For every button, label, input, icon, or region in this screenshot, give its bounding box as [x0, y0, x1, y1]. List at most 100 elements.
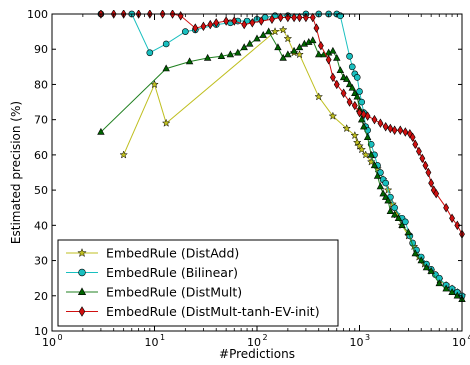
y-tick-label: 10: [34, 325, 48, 338]
data-point: [398, 221, 406, 229]
data-point: [346, 52, 353, 60]
data-point: [390, 210, 399, 218]
data-point: [314, 92, 324, 101]
data-point: [162, 64, 170, 72]
data-point: [207, 19, 214, 30]
data-point: [448, 288, 456, 295]
data-point: [253, 34, 261, 42]
data-point: [342, 75, 351, 82]
data-point: [352, 137, 362, 147]
data-point: [291, 12, 297, 23]
data-point: [309, 36, 317, 44]
data-point: [240, 43, 248, 51]
data-point: [345, 80, 354, 88]
y-tick-label: 50: [34, 184, 48, 197]
x-tick-label: 10: [452, 336, 466, 349]
data-point: [355, 141, 364, 150]
data-point: [203, 53, 212, 61]
data-point: [346, 97, 353, 107]
data-point: [397, 125, 404, 135]
y-tick-label: 70: [34, 114, 48, 127]
data-point: [366, 157, 376, 166]
legend-item: EmbedRule (DistMult-tanh-EV-init): [66, 304, 320, 319]
data-point: [382, 179, 390, 187]
data-point: [274, 43, 282, 51]
data-point: [296, 12, 303, 23]
data-point: [182, 28, 189, 35]
x-tick-exponent: 0: [57, 333, 62, 342]
legend-item: EmbedRule (DistMult): [66, 285, 242, 300]
data-point: [200, 21, 207, 32]
x-tick-exponent: 3: [365, 333, 370, 342]
data-point: [313, 23, 320, 33]
legend-marker: [77, 287, 87, 296]
data-point: [329, 46, 337, 54]
data-point: [258, 16, 265, 26]
data-point: [259, 30, 267, 38]
data-point: [382, 121, 389, 132]
data-point: [333, 79, 340, 90]
data-point: [328, 111, 338, 120]
x-tick-exponent: 1: [160, 333, 165, 342]
data-point: [177, 11, 184, 21]
data-point: [422, 160, 429, 171]
data-point: [279, 53, 287, 61]
data-point: [386, 207, 395, 214]
data-point: [217, 52, 226, 59]
data-point: [348, 63, 356, 71]
x-axis-title: #Predictions: [219, 347, 295, 361]
data-point: [357, 145, 367, 154]
x-tick-label: 10: [350, 336, 364, 349]
data-point: [449, 213, 455, 224]
data-point: [342, 123, 352, 133]
y-axis-title: Estimated precision (%): [9, 101, 23, 244]
data-point: [384, 196, 392, 204]
data-point: [356, 107, 363, 118]
data-point: [412, 139, 419, 150]
data-point: [453, 291, 462, 299]
data-point: [162, 40, 170, 48]
data-point: [364, 111, 371, 121]
x-tick-label: 10: [145, 336, 159, 349]
data-point: [416, 146, 422, 157]
x-tick-exponent: 2: [262, 333, 267, 342]
data-point: [348, 83, 356, 91]
data-point: [391, 125, 398, 135]
data-point: [277, 12, 284, 23]
data-point: [427, 266, 435, 274]
data-point: [411, 249, 419, 257]
data-point: [161, 118, 171, 127]
data-point: [376, 182, 385, 190]
y-tick-label: 40: [34, 219, 48, 232]
data-point: [246, 39, 254, 47]
legend-label: EmbedRule (DistMult-tanh-EV-init): [106, 304, 320, 319]
y-tick-label: 90: [34, 43, 48, 56]
data-point: [404, 228, 413, 236]
plot-area: [97, 10, 466, 303]
data-point: [394, 214, 403, 221]
data-point: [350, 130, 360, 140]
data-point: [402, 127, 409, 137]
data-point: [435, 279, 443, 287]
y-tick-label: 60: [34, 149, 48, 162]
data-point: [409, 132, 416, 143]
series-line: [100, 13, 463, 235]
data-point: [370, 161, 379, 169]
data-point: [367, 150, 375, 158]
data-point: [309, 12, 316, 23]
data-point: [284, 12, 291, 23]
x-tick-label: 10: [247, 336, 261, 349]
data-point: [419, 153, 426, 164]
data-point: [234, 48, 242, 56]
data-point: [269, 14, 275, 25]
data-point: [146, 49, 154, 57]
x-tick-label: 10: [42, 336, 56, 349]
data-point: [361, 150, 371, 159]
legend-marker: [78, 306, 86, 317]
x-tick-exponent: 4: [467, 333, 470, 342]
data-point: [249, 18, 256, 28]
data-point: [422, 263, 431, 271]
legend-item: EmbedRule (DistAdd): [66, 246, 239, 261]
data-point: [358, 98, 366, 106]
data-point: [351, 100, 358, 111]
